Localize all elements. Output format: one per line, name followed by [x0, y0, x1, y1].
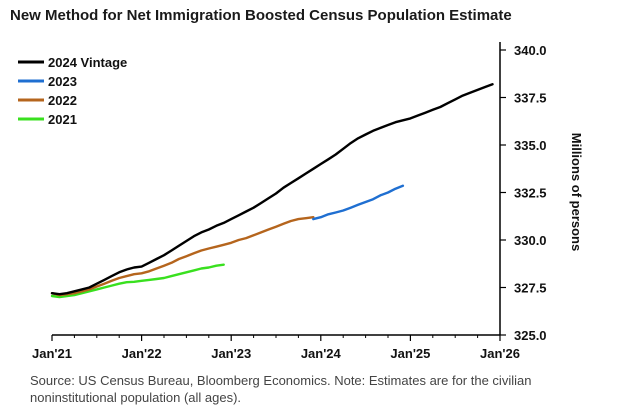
y-tick-label: 325.0	[514, 328, 547, 343]
source-note: Source: US Census Bureau, Bloomberg Econ…	[30, 373, 532, 405]
x-tick-label: Jan'24	[301, 346, 342, 361]
x-tick-label: Jan'23	[211, 346, 251, 361]
x-tick-label: Jan'21	[32, 346, 72, 361]
x-tick-label: Jan'26	[480, 346, 520, 361]
series-line-2022	[50, 216, 315, 297]
x-tick-label: Jan'22	[122, 346, 162, 361]
series-line-2021	[50, 263, 225, 299]
legend-label: 2022	[48, 93, 77, 108]
legend-label: 2023	[48, 74, 77, 89]
series-lines	[50, 83, 494, 299]
y-tick-label: 335.0	[514, 138, 547, 153]
x-tick-label: Jan'25	[390, 346, 430, 361]
y-tick-label: 327.5	[514, 281, 547, 296]
series-line-2024-vintage	[50, 83, 494, 296]
y-tick-label: 337.5	[514, 91, 547, 106]
series-line-2023	[312, 184, 405, 221]
axes: Jan'21 Jan'22 Jan'23 Jan'24 Jan'25 Jan'26 325.…	[32, 42, 547, 361]
legend: 2024 Vintage 2023 2022 2021	[18, 55, 127, 127]
legend-label: 2024 Vintage	[48, 55, 127, 70]
y-axis-label: Millions of persons	[569, 133, 584, 251]
chart-title: New Method for Net Immigration Boosted C…	[10, 7, 512, 24]
y-tick-label: 340.0	[514, 43, 547, 58]
y-tick-label: 330.0	[514, 233, 547, 248]
y-tick-label: 332.5	[514, 186, 547, 201]
legend-label: 2021	[48, 112, 77, 127]
